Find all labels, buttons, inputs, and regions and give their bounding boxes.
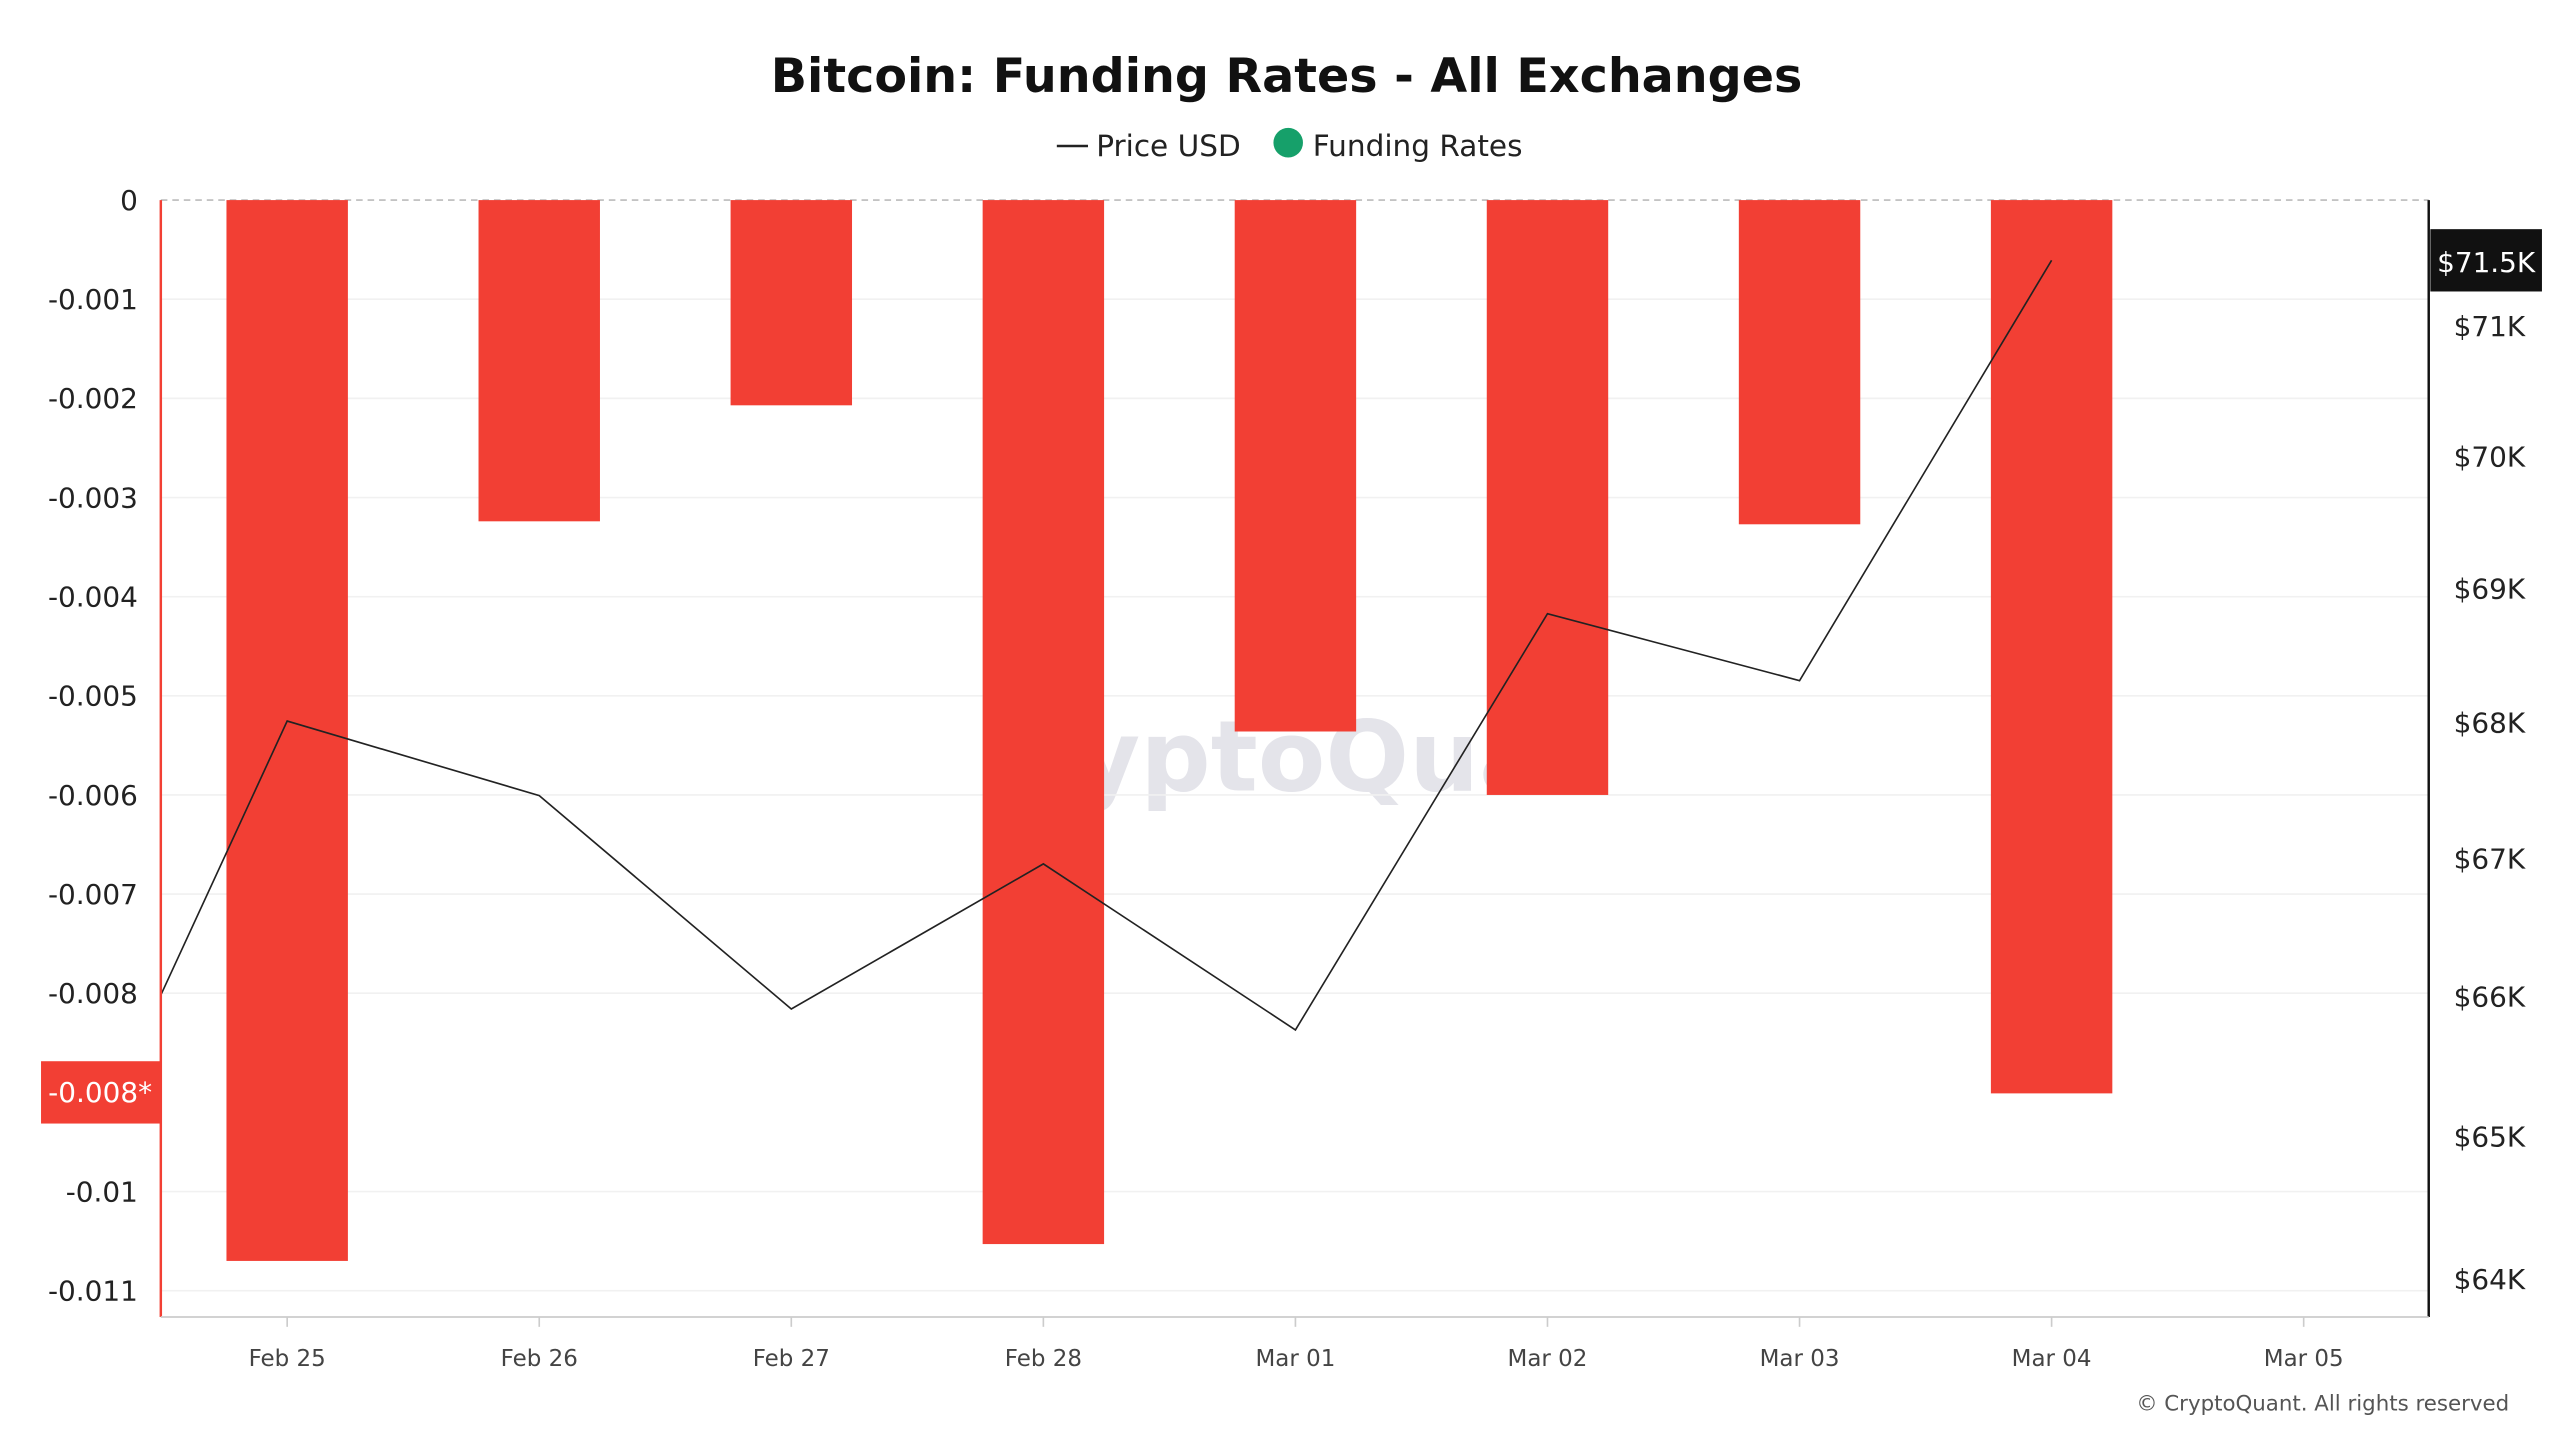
footer-copyright: © CryptoQuant. All rights reserved (2136, 1391, 2509, 1416)
right-axis-tick-label: $67K (2454, 843, 2526, 876)
legend-funding-label[interactable]: Funding Rates (1313, 129, 1523, 163)
left-axis-tick-label: -0.007 (48, 878, 138, 911)
left-axis-tick-label: -0.011 (48, 1275, 138, 1308)
left-axis-tick-label: -0.008 (48, 977, 138, 1010)
x-axis-tick-label: Mar 04 (2012, 1346, 2092, 1372)
left-axis-tick-label: -0.01 (66, 1175, 138, 1208)
right-axis-tick-label: $70K (2454, 440, 2526, 473)
x-axis-tick-label: Mar 03 (1760, 1346, 1840, 1372)
left-axis-tick-label: -0.004 (48, 581, 138, 614)
left-axis-tick-label: -0.003 (48, 481, 138, 514)
legend-funding-dot-icon (1273, 127, 1303, 158)
right-axis-tick-label: $71K (2454, 310, 2526, 343)
left-axis-highlight-badge (41, 1061, 161, 1124)
left-axis-tick-label: 0 (120, 184, 138, 217)
right-axis-current-label: $71.5K (2437, 246, 2536, 279)
left-axis-highlight-label: -0.008* (48, 1076, 152, 1109)
left-axis-tick-label: -0.006 (48, 779, 138, 812)
funding-rate-bar (1990, 200, 2113, 1094)
funding-rate-bar (730, 200, 853, 406)
right-axis-tick-label: $69K (2454, 573, 2526, 606)
legend-price-label[interactable]: Price USD (1096, 129, 1240, 163)
left-axis-tick-label: -0.002 (48, 382, 138, 415)
funding-rate-bar (478, 200, 600, 522)
x-axis-tick-label: Mar 01 (1256, 1346, 1336, 1372)
left-axis-tick-label: -0.005 (48, 680, 138, 713)
right-axis-tick-label: $66K (2454, 981, 2526, 1014)
funding-rate-bar (1486, 200, 1609, 795)
left-axis-tick-label: -0.001 (48, 283, 138, 316)
x-axis-tick-label: Feb 25 (249, 1346, 326, 1372)
chart-title: Bitcoin: Funding Rates - All Exchanges (771, 49, 1803, 104)
x-axis-tick-label: Mar 02 (1508, 1346, 1588, 1372)
funding-rate-bar (1234, 200, 1357, 732)
funding-rate-bar (226, 200, 348, 1261)
x-axis-tick-label: Feb 26 (501, 1346, 578, 1372)
right-axis-tick-label: $68K (2454, 707, 2526, 740)
x-axis-tick-label: Feb 27 (753, 1346, 830, 1372)
funding-rate-bar (1738, 200, 1861, 525)
price-line (160, 259, 2053, 1032)
right-axis-tick-label: $65K (2454, 1121, 2526, 1154)
funding-rate-bar (982, 200, 1105, 1245)
legend: Price USD Funding Rates (1056, 127, 1523, 163)
right-axis-tick-label: $64K (2454, 1263, 2526, 1296)
x-axis-tick-label: Feb 28 (1005, 1346, 1082, 1372)
right-axis-current-badge (2430, 229, 2542, 292)
x-axis-tick-label: Mar 05 (2264, 1346, 2344, 1372)
